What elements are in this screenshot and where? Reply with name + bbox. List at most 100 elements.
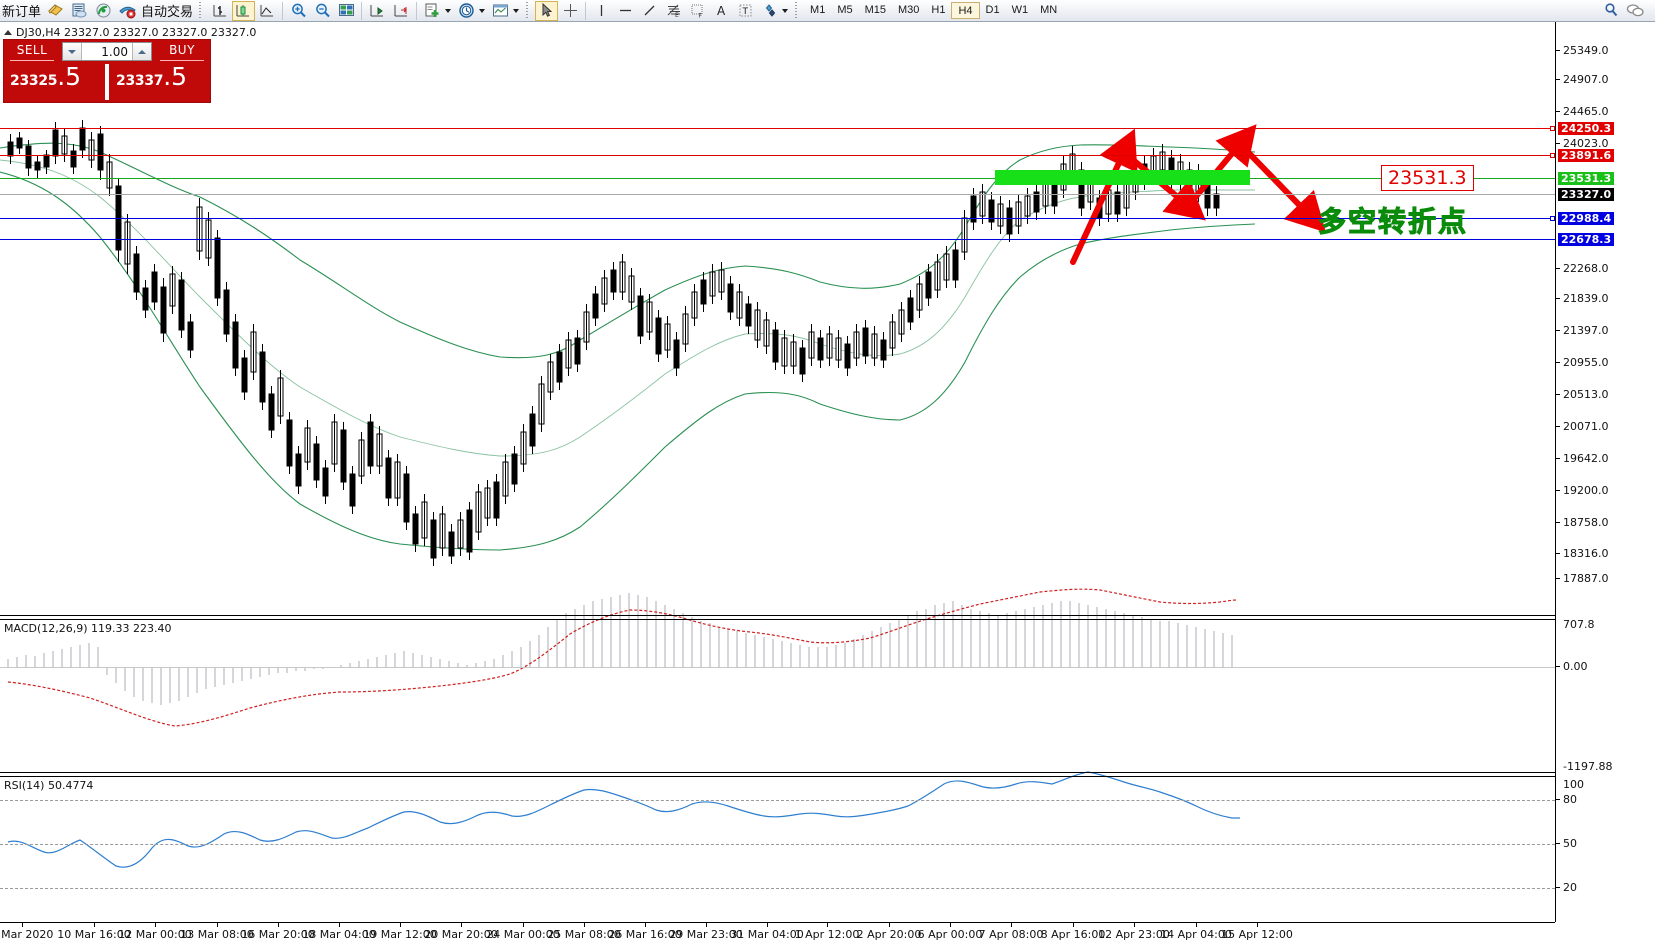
support-level-2-badge[interactable]: 22678.3 xyxy=(1558,233,1615,246)
timeframe-d1[interactable]: D1 xyxy=(985,4,1000,16)
volume-value[interactable]: 1.00 xyxy=(101,44,128,59)
price-tick-label: 20955.0 xyxy=(1563,356,1609,369)
crosshair-icon[interactable] xyxy=(558,1,582,21)
price-tick-label: 17887.0 xyxy=(1563,572,1609,585)
line-chart-icon[interactable] xyxy=(255,1,279,21)
signals-icon[interactable] xyxy=(91,1,115,21)
chart-canvas[interactable]: 23531.3 多空转折点 DJ30,H4 23327.0 23327.0 23… xyxy=(0,22,1655,944)
resistance-line-2[interactable] xyxy=(0,155,1555,156)
expert-advisors-icon[interactable] xyxy=(43,1,67,21)
timeframe-h4[interactable]: H4 xyxy=(951,2,980,19)
toolbar-grip[interactable] xyxy=(794,1,802,20)
support-line-1[interactable] xyxy=(0,218,1555,219)
timeframe-w1[interactable]: W1 xyxy=(1011,4,1029,16)
chat-icon[interactable] xyxy=(1623,1,1647,21)
toolbar-separator xyxy=(585,1,587,20)
macd-indicator-label[interactable]: MACD(12,26,9) 119.33 223.40 xyxy=(4,622,172,635)
rsi-level-50 xyxy=(0,844,1555,845)
price-tick-label: 20513.0 xyxy=(1563,388,1609,401)
time-tick-label: 12 Apr 23:00 xyxy=(1098,928,1170,941)
timeframe-h1[interactable]: H1 xyxy=(931,4,946,16)
resistance-line-1[interactable] xyxy=(0,128,1555,129)
volume-input[interactable]: 1.00 xyxy=(62,42,152,61)
rsi-scale-label: 20 xyxy=(1563,881,1577,894)
indicators-icon[interactable] xyxy=(420,1,444,21)
horizontal-line-icon[interactable] xyxy=(613,1,637,21)
auto-scroll-icon[interactable] xyxy=(365,1,389,21)
timeframe-mn[interactable]: MN xyxy=(1040,4,1058,16)
timeframe-m5[interactable]: M5 xyxy=(837,4,853,16)
resistance-handle-1[interactable] xyxy=(1550,126,1555,131)
support-level-1-badge[interactable]: 22988.4 xyxy=(1558,212,1615,225)
tile-windows-icon[interactable] xyxy=(334,1,358,21)
trendline-icon[interactable] xyxy=(637,1,661,21)
text-box-icon[interactable]: T xyxy=(733,1,757,21)
trade-panel-top: SELL 1.00 BUY xyxy=(4,40,210,64)
bar-chart-icon[interactable] xyxy=(208,1,232,21)
pivot-price-annotation[interactable]: 23531.3 xyxy=(1381,165,1474,191)
volume-decrement-button[interactable] xyxy=(63,43,82,60)
candlestick-chart-icon[interactable] xyxy=(232,0,256,21)
autotrading-label[interactable]: 自动交易 xyxy=(141,5,194,20)
turning-point-annotation[interactable]: 多空转折点 xyxy=(1317,205,1469,239)
resistance-handle-2[interactable] xyxy=(1550,153,1555,158)
new-order-button[interactable]: 新订单 xyxy=(2,5,42,20)
price-tick-label: 24907.0 xyxy=(1563,73,1609,86)
zoom-in-icon[interactable] xyxy=(286,1,310,21)
cursor-icon[interactable] xyxy=(535,0,559,21)
ask-price-fraction: 5 xyxy=(171,62,188,91)
ask-price[interactable]: 23337 . 5 xyxy=(116,64,187,100)
shapes-icon[interactable] xyxy=(757,1,781,21)
symbol-header-text: DJ30,H4 23327.0 23327.0 23327.0 23327.0 xyxy=(16,26,257,39)
timeframe-m30[interactable]: M30 xyxy=(898,4,920,16)
volume-increment-button[interactable] xyxy=(132,43,151,60)
resistance-level-1-badge[interactable]: 24250.3 xyxy=(1558,122,1615,135)
autotrading-icon[interactable] xyxy=(115,1,139,21)
price-tick-label: 20071.0 xyxy=(1563,420,1609,433)
metaeditor-icon[interactable] xyxy=(67,1,91,21)
bollinger-lower-band xyxy=(0,171,1256,551)
chevron-down-icon[interactable] xyxy=(782,8,789,13)
support-line-2[interactable] xyxy=(0,239,1555,240)
periods-icon[interactable] xyxy=(454,1,478,21)
fibonacci-icon[interactable]: E xyxy=(661,1,685,21)
pivot-level-badge[interactable]: 23531.3 xyxy=(1558,172,1615,185)
buy-button[interactable]: BUY xyxy=(169,43,195,57)
toolbar-grip[interactable] xyxy=(525,1,533,20)
timeframe-m15[interactable]: M15 xyxy=(864,4,886,16)
macd-scale-bottom-label: -1197.88 xyxy=(1563,760,1613,773)
current-price-line xyxy=(0,194,1555,195)
timeframe-m1[interactable]: M1 xyxy=(810,4,826,16)
price-axis[interactable]: 25349.0 24907.0 24465.0 24023.0 22268.0 … xyxy=(1555,22,1655,922)
chevron-down-icon[interactable] xyxy=(445,8,452,13)
zoom-out-icon[interactable] xyxy=(310,1,334,21)
time-axis[interactable]: 9 Mar 2020 10 Mar 16:00 12 Mar 00:00 13 … xyxy=(0,922,1555,945)
symbol-expand-icon[interactable] xyxy=(4,30,12,35)
templates-icon[interactable] xyxy=(488,1,512,21)
support-handle-1[interactable] xyxy=(1550,216,1555,221)
supply-zone-rectangle[interactable] xyxy=(995,170,1250,185)
price-tick-label: 19642.0 xyxy=(1563,452,1609,465)
buy-underline xyxy=(160,60,204,61)
text-label-icon[interactable]: A xyxy=(709,1,733,21)
toolbar-grip[interactable] xyxy=(198,1,206,20)
chart-shift-icon[interactable] xyxy=(389,1,413,21)
pivot-line[interactable] xyxy=(0,178,1555,179)
trade-panel-quotes: 23325 . 5 23337 . 5 xyxy=(4,64,210,100)
chevron-down-icon[interactable] xyxy=(513,8,520,13)
resistance-level-2-badge[interactable]: 23891.6 xyxy=(1558,149,1615,162)
rsi-indicator-label[interactable]: RSI(14) 50.4774 xyxy=(4,779,94,792)
vertical-line-icon[interactable] xyxy=(589,1,613,21)
bid-price-decimal-point: . xyxy=(57,62,66,91)
candlestick-series xyxy=(7,120,1220,566)
current-price-badge[interactable]: 23327.0 xyxy=(1558,188,1615,201)
price-tick-label: 24023.0 xyxy=(1563,137,1609,150)
sell-button[interactable]: SELL xyxy=(16,43,48,57)
bid-price[interactable]: 23325 . 5 xyxy=(10,64,81,100)
chevron-down-icon[interactable] xyxy=(479,8,486,13)
channel-icon[interactable]: F xyxy=(685,1,709,21)
one-click-trading-panel[interactable]: SELL 1.00 BUY 23325 . 5 xyxy=(4,40,210,102)
search-icon[interactable] xyxy=(1599,1,1623,21)
time-tick-label: 6 Apr 00:00 xyxy=(917,928,983,941)
